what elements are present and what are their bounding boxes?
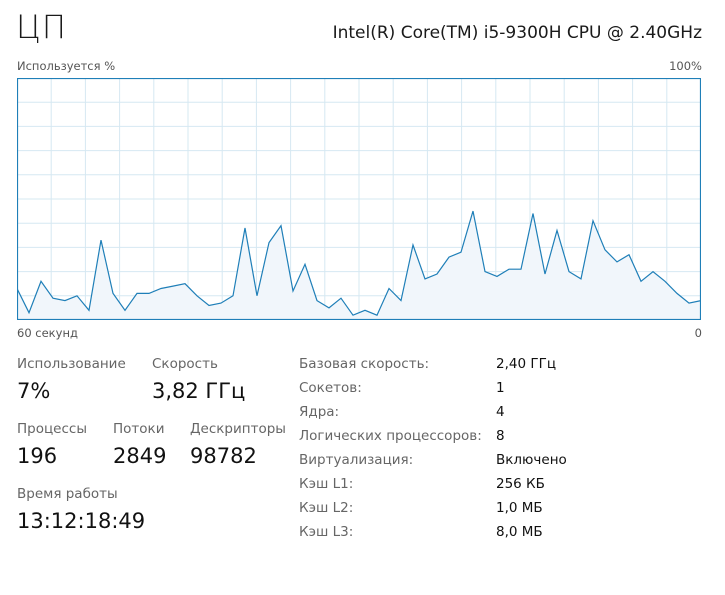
- graph-x-left-label: 60 секунд: [17, 326, 78, 340]
- detail-value: Включено: [496, 452, 567, 468]
- detail-label: Виртуализация:: [299, 452, 414, 468]
- page-title: ЦП: [16, 8, 67, 46]
- uptime-value: 13:12:18:49: [17, 509, 146, 533]
- processes-label: Процессы: [17, 421, 87, 437]
- detail-value: 1,0 МБ: [496, 500, 543, 516]
- utilization-value: 7%: [17, 379, 51, 403]
- handles-value: 98782: [190, 444, 257, 468]
- detail-value: 2,40 ГГц: [496, 356, 557, 372]
- cpu-usage-graph[interactable]: [17, 78, 701, 320]
- detail-value: 8,0 МБ: [496, 524, 543, 540]
- detail-label: Кэш L1:: [299, 476, 354, 492]
- threads-label: Потоки: [113, 421, 165, 437]
- utilization-label: Использование: [17, 356, 126, 372]
- detail-label: Базовая скорость:: [299, 356, 430, 372]
- graph-x-right-label: 0: [694, 326, 702, 340]
- detail-label: Сокетов:: [299, 380, 362, 396]
- graph-y-label: Используется %: [17, 59, 116, 73]
- uptime-label: Время работы: [17, 486, 118, 502]
- detail-label: Ядра:: [299, 404, 340, 420]
- detail-value: 8: [496, 428, 505, 444]
- detail-label: Кэш L2:: [299, 500, 354, 516]
- detail-value: 4: [496, 404, 505, 420]
- detail-label: Логических процессоров:: [299, 428, 482, 444]
- usage-line: [17, 210, 701, 316]
- processes-value: 196: [17, 444, 58, 468]
- detail-value: 1: [496, 380, 505, 396]
- threads-value: 2849: [113, 444, 167, 468]
- usage-area-fill: [17, 211, 701, 320]
- detail-label: Кэш L3:: [299, 524, 354, 540]
- graph-border: [17, 78, 701, 320]
- handles-label: Дескрипторы: [190, 421, 286, 437]
- graph-y-max-label: 100%: [669, 59, 702, 73]
- speed-label: Скорость: [152, 356, 218, 372]
- cpu-model-name: Intel(R) Core(TM) i5-9300H CPU @ 2.40GHz: [332, 23, 702, 43]
- speed-value: 3,82 ГГц: [152, 379, 246, 403]
- detail-value: 256 КБ: [496, 476, 545, 492]
